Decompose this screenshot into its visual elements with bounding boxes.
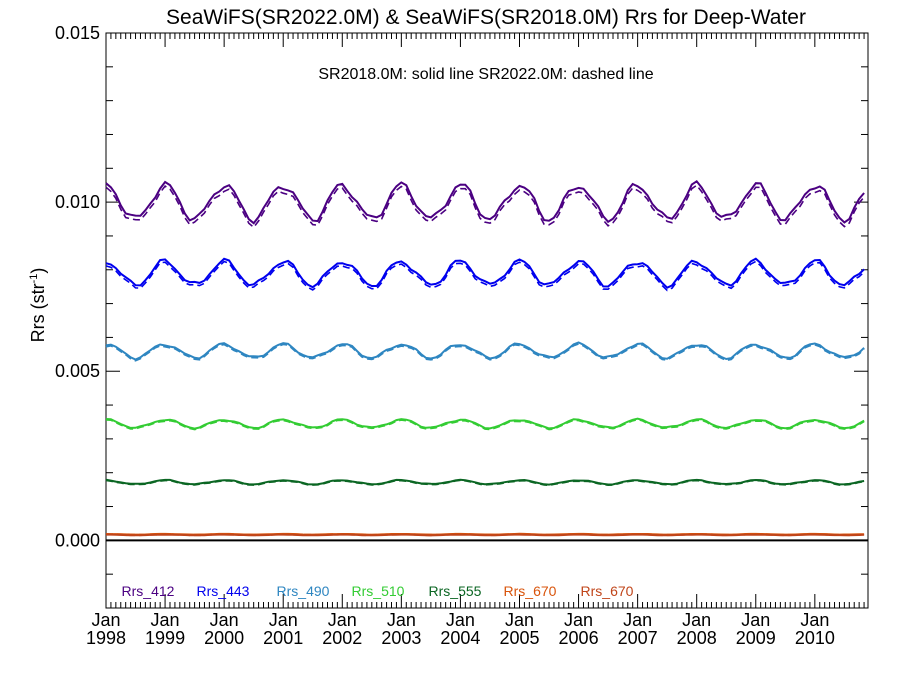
series-line-dashed	[105, 184, 865, 229]
series-line-solid	[105, 341, 865, 361]
x-tick-label-year: 1998	[86, 628, 126, 648]
series-line-solid	[105, 179, 865, 225]
x-tick-label-year: 2000	[204, 628, 244, 648]
y-axis-label-close: )	[28, 268, 48, 274]
x-tick-label-year: 2006	[559, 628, 599, 648]
x-tick-label-month: Jan	[564, 610, 593, 630]
legend-entry: Rrs_670	[581, 583, 634, 599]
x-tick-label-month: Jan	[446, 610, 475, 630]
legend-entry: Rrs_412	[122, 583, 175, 599]
legend-entry: Rrs_443	[197, 583, 250, 599]
legend-entry: Rrs_670	[504, 583, 557, 599]
x-tick-label-year: 2005	[499, 628, 539, 648]
x-tick-label-year: 2008	[677, 628, 717, 648]
series-line-dashed	[105, 479, 865, 487]
x-tick-label-month: Jan	[328, 610, 357, 630]
x-tick-label-year: 1999	[145, 628, 185, 648]
x-tick-label-month: Jan	[151, 610, 180, 630]
y-axis-label-superscript: -1	[28, 274, 40, 284]
series-line-dashed	[105, 343, 865, 362]
y-tick-label: 0.005	[55, 361, 100, 381]
y-tick-label: 0.010	[55, 192, 100, 212]
x-tick-label-month: Jan	[387, 610, 416, 630]
series-line-dashed	[106, 533, 865, 537]
legend-entry: Rrs_510	[352, 583, 405, 599]
y-tick-label: 0.000	[55, 530, 100, 550]
x-tick-label-month: Jan	[623, 610, 652, 630]
series-line-dashed	[105, 260, 865, 292]
x-tick-label-year: 2007	[618, 628, 658, 648]
x-tick-label-year: 2009	[736, 628, 776, 648]
x-tick-label-year: 2010	[795, 628, 835, 648]
x-tick-label-month: Jan	[682, 610, 711, 630]
plot-area: 0.0000.0050.0100.015Jan1998Jan1999Jan200…	[55, 23, 869, 648]
y-axis-label: Rrs (str-1)	[28, 268, 48, 343]
x-tick-label-year: 2004	[440, 628, 480, 648]
x-tick-label-month: Jan	[91, 610, 120, 630]
y-tick-label: 0.015	[55, 23, 100, 43]
x-tick-label-month: Jan	[505, 610, 534, 630]
x-tick-label-month: Jan	[269, 610, 298, 630]
x-tick-label-month: Jan	[800, 610, 829, 630]
legend-entry: Rrs_555	[429, 583, 482, 599]
y-axis-label-text: Rrs (str	[28, 283, 48, 342]
line-style-note: SR2018.0M: solid line SR2022.0M: dashed …	[318, 66, 653, 83]
x-tick-label-month: Jan	[741, 610, 770, 630]
x-tick-label-month: Jan	[210, 610, 239, 630]
x-tick-label-year: 2002	[322, 628, 362, 648]
legend-entry: Rrs_490	[277, 583, 330, 599]
series-line-solid	[105, 417, 865, 430]
plot-frame	[105, 32, 869, 609]
x-tick-label-year: 2003	[381, 628, 421, 648]
x-tick-label-year: 2001	[263, 628, 303, 648]
chart-title: SeaWiFS(SR2022.0M) & SeaWiFS(SR2018.0M) …	[166, 6, 806, 29]
series-line-solid	[105, 257, 865, 289]
series-line-dashed	[105, 418, 865, 431]
